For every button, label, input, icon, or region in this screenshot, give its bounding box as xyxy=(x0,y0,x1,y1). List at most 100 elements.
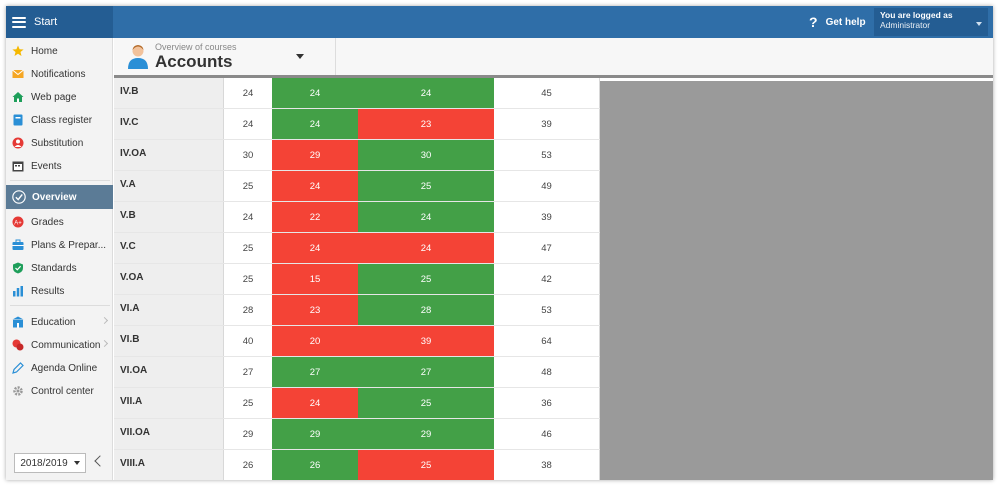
sidebar-item-agenda-online[interactable]: Agenda Online xyxy=(6,357,113,379)
value-cell: 39 xyxy=(494,202,600,232)
user-menu[interactable]: You are logged as Administrator xyxy=(874,8,988,36)
status-cell: 20 xyxy=(272,326,358,356)
value-cell: 42 xyxy=(494,264,600,294)
sidebar-item-plans[interactable]: Plans & Prepar... xyxy=(6,234,113,256)
status-cell: 25 xyxy=(358,388,494,418)
status-cell: 24 xyxy=(272,109,358,139)
sidebar-item-web-page[interactable]: Web page xyxy=(6,86,113,108)
courses-table: IV.B 24 24 24 45 IV.C 24 24 23 39 IV.OA 30 29 30 53 V.A… xyxy=(114,78,600,480)
book-icon xyxy=(13,114,23,126)
class-name-cell: V.A xyxy=(114,171,224,201)
class-name-cell: VII.OA xyxy=(114,419,224,449)
status-cell: 25 xyxy=(358,450,494,480)
table-row[interactable]: IV.C 24 24 23 39 xyxy=(114,109,600,140)
value-cell: 27 xyxy=(224,357,272,387)
table-row[interactable]: V.A 25 24 25 49 xyxy=(114,171,600,202)
empty-area xyxy=(600,81,993,480)
table-row[interactable]: V.C 25 24 24 47 xyxy=(114,233,600,264)
collapse-sidebar-icon[interactable] xyxy=(94,455,106,467)
view-selector[interactable]: Overview of courses Accounts xyxy=(114,38,336,75)
value-cell: 24 xyxy=(224,202,272,232)
sidebar-item-label: Events xyxy=(31,160,62,172)
class-name-cell: VIII.A xyxy=(114,450,224,480)
sidebar-item-notifications[interactable]: Notifications xyxy=(6,63,113,85)
value-cell: 53 xyxy=(494,140,600,170)
sidebar-item-education[interactable]: Education xyxy=(6,311,113,333)
sidebar-item-overview[interactable]: Overview xyxy=(6,185,113,209)
value-cell: 26 xyxy=(224,450,272,480)
sidebar-item-class-register[interactable]: Class register xyxy=(6,109,113,131)
sidebar-item-label: Substitution xyxy=(31,137,84,149)
table-row[interactable]: V.OA 25 15 25 42 xyxy=(114,264,600,295)
dropdown-arrow-icon xyxy=(73,461,80,465)
sidebar-item-results[interactable]: Results xyxy=(6,280,113,302)
table-row[interactable]: VIII.A 26 26 25 38 xyxy=(114,450,600,480)
table-row[interactable]: VII.A 25 24 25 36 xyxy=(114,388,600,419)
sidebar-item-label: Communication xyxy=(31,339,101,351)
sidebar-item-events[interactable]: Events xyxy=(6,155,113,177)
sidebar-item-label: Notifications xyxy=(31,68,86,80)
value-cell: 53 xyxy=(494,295,600,325)
school-icon xyxy=(12,316,24,328)
status-cell: 30 xyxy=(358,140,494,170)
chevron-right-icon xyxy=(100,339,109,348)
status-cell: 27 xyxy=(272,357,358,387)
sidebar-item-control-center[interactable]: Control center xyxy=(6,380,113,402)
sidebar-item-home[interactable]: Home xyxy=(6,40,113,62)
table-row[interactable]: VII.OA 29 29 29 46 xyxy=(114,419,600,450)
value-cell: 29 xyxy=(224,419,272,449)
value-cell: 46 xyxy=(494,419,600,449)
value-cell: 25 xyxy=(224,388,272,418)
sidebar-item-label: Standards xyxy=(31,262,77,274)
value-cell: 64 xyxy=(494,326,600,356)
value-cell: 47 xyxy=(494,233,600,263)
svg-text:A+: A+ xyxy=(14,220,22,226)
sidebar-item-communication[interactable]: Communication xyxy=(6,334,113,356)
value-cell: 48 xyxy=(494,357,600,387)
value-cell: 25 xyxy=(224,264,272,294)
get-help-button[interactable]: ? Get help xyxy=(809,6,866,38)
user-status-label: You are logged as xyxy=(880,10,953,20)
table-row[interactable]: IV.B 24 24 24 45 xyxy=(114,78,600,109)
sidebar-item-label: Overview xyxy=(32,191,77,203)
class-name-cell: VI.B xyxy=(114,326,224,356)
status-cell: 22 xyxy=(272,202,358,232)
class-name-cell: VII.A xyxy=(114,388,224,418)
class-name-cell: V.OA xyxy=(114,264,224,294)
chevron-right-icon xyxy=(100,316,109,325)
person-swap-icon xyxy=(12,137,24,149)
sidebar-item-label: Plans & Prepar... xyxy=(31,239,107,251)
status-cell: 29 xyxy=(272,140,358,170)
question-mark-icon: ? xyxy=(809,14,818,30)
chevron-down-icon xyxy=(976,22,982,26)
class-name-cell: V.C xyxy=(114,233,224,263)
table-row[interactable]: VI.B 40 20 39 64 xyxy=(114,326,600,357)
page-header: Overview of courses Accounts xyxy=(114,38,993,78)
sidebar-item-substitution[interactable]: Substitution xyxy=(6,132,113,154)
sidebar-item-standards[interactable]: Standards xyxy=(6,257,113,279)
table-row[interactable]: IV.OA 30 29 30 53 xyxy=(114,140,600,171)
status-cell: 25 xyxy=(358,264,494,294)
status-cell: 24 xyxy=(358,202,494,232)
status-cell: 29 xyxy=(358,419,494,449)
table-row[interactable]: V.B 24 22 24 39 xyxy=(114,202,600,233)
pen-icon xyxy=(12,362,24,374)
table-row[interactable]: VI.A 28 23 28 53 xyxy=(114,295,600,326)
status-cell: 24 xyxy=(358,78,494,108)
check-circle-icon xyxy=(12,190,26,204)
sidebar-item-grades[interactable]: A+ Grades xyxy=(6,211,113,233)
table-row[interactable]: VI.OA 27 27 27 48 xyxy=(114,357,600,388)
value-cell: 49 xyxy=(494,171,600,201)
value-cell: 25 xyxy=(224,233,272,263)
status-cell: 23 xyxy=(272,295,358,325)
value-cell: 24 xyxy=(224,78,272,108)
sidebar-divider xyxy=(10,180,110,181)
sidebar-item-label: Grades xyxy=(31,216,64,228)
status-cell: 24 xyxy=(272,233,358,263)
start-menu-button[interactable]: Start xyxy=(6,6,113,38)
school-year-select[interactable]: 2018/2019 xyxy=(14,453,86,473)
house-icon xyxy=(12,92,24,102)
sidebar-divider xyxy=(10,305,110,306)
status-cell: 28 xyxy=(358,295,494,325)
value-cell: 40 xyxy=(224,326,272,356)
